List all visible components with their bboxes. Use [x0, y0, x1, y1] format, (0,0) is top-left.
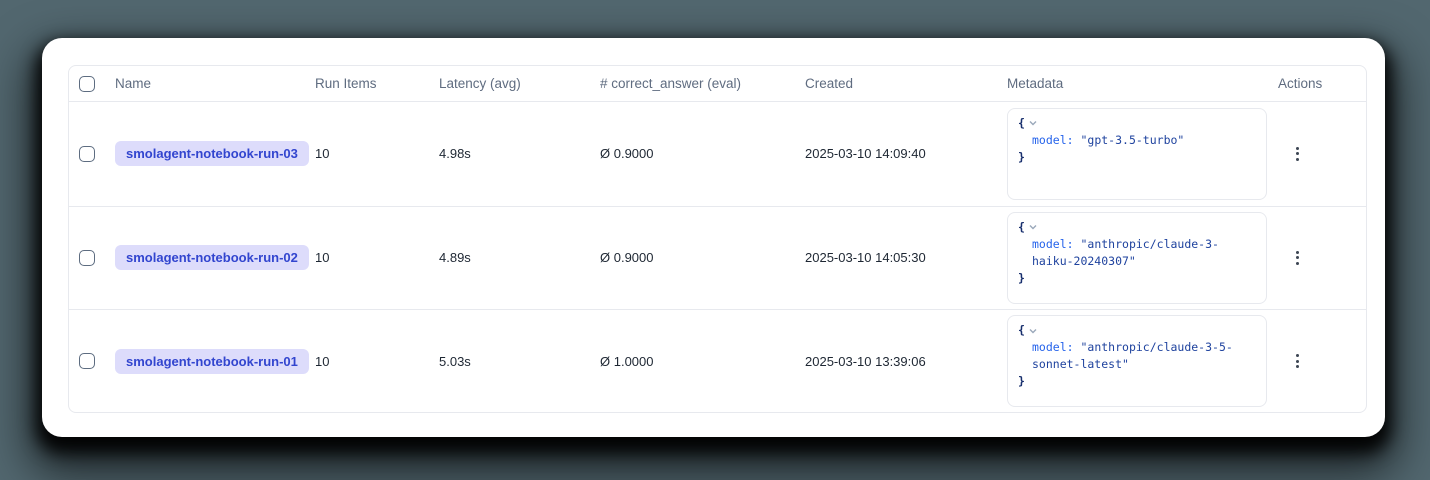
eval-score-value: Ø 0.9000: [600, 250, 654, 266]
column-header-eval: # correct_answer (eval): [600, 76, 742, 91]
chevron-down-icon[interactable]: [1028, 326, 1038, 336]
run-items-value: 10: [315, 146, 330, 162]
json-key: model:: [1032, 340, 1074, 355]
json-key: model:: [1032, 236, 1074, 251]
kebab-menu-icon: [1296, 250, 1299, 254]
row-checkbox[interactable]: [79, 249, 95, 266]
select-all-checkbox[interactable]: [79, 75, 95, 92]
row-checkbox[interactable]: [79, 353, 95, 370]
json-close-brace: }: [1018, 270, 1025, 285]
json-value: "anthropic/claude-3-haiku-20240307": [1032, 236, 1219, 268]
table-row: smolagent-notebook-run-01 10 5.03s Ø 1.0…: [69, 309, 1366, 413]
run-items-value: 10: [315, 250, 330, 266]
eval-score-value: Ø 0.9000: [600, 146, 654, 162]
column-header-created: Created: [805, 76, 854, 91]
run-name-badge[interactable]: smolagent-notebook-run-02: [115, 245, 309, 271]
column-header-name: Name: [115, 76, 152, 91]
run-items-value: 10: [315, 353, 330, 369]
table-header-row: Name Run Items Latency (avg) # correct_a…: [69, 66, 1366, 102]
column-header-run-items: Run Items: [315, 76, 377, 91]
kebab-menu-icon: [1296, 354, 1299, 358]
metadata-json-viewer: { model: "gpt-3.5-turbo" }: [1007, 107, 1267, 200]
json-open-brace: {: [1018, 219, 1025, 234]
eval-score-value: Ø 1.0000: [600, 353, 654, 369]
latency-value: 4.89s: [439, 250, 471, 266]
table-row: smolagent-notebook-run-02 10 4.89s Ø 0.9…: [69, 205, 1366, 310]
latency-value: 4.98s: [439, 146, 471, 162]
table-row: smolagent-notebook-run-03 10 4.98s Ø 0.9…: [69, 102, 1366, 206]
column-header-actions: Actions: [1278, 76, 1323, 91]
latency-value: 5.03s: [439, 353, 471, 369]
json-open-brace: {: [1018, 323, 1025, 338]
metadata-json-viewer: { model: "anthropic/claude-3-5-sonnet-la…: [1007, 315, 1267, 408]
row-actions-button[interactable]: [1292, 143, 1303, 165]
json-close-brace: }: [1018, 374, 1025, 389]
row-checkbox[interactable]: [79, 145, 95, 162]
dataset-runs-table: Name Run Items Latency (avg) # correct_a…: [68, 65, 1367, 413]
kebab-menu-icon: [1296, 146, 1299, 150]
created-value: 2025-03-10 14:09:40: [805, 146, 926, 162]
json-key: model:: [1032, 132, 1074, 147]
run-name-badge[interactable]: smolagent-notebook-run-01: [115, 348, 309, 374]
created-value: 2025-03-10 13:39:06: [805, 353, 926, 369]
chevron-down-icon[interactable]: [1028, 222, 1038, 232]
run-name-badge[interactable]: smolagent-notebook-run-03: [115, 141, 309, 167]
row-actions-button[interactable]: [1292, 247, 1303, 269]
json-close-brace: }: [1018, 149, 1025, 164]
json-value: "anthropic/claude-3-5-sonnet-latest": [1032, 340, 1233, 372]
json-value: "gpt-3.5-turbo": [1080, 132, 1185, 147]
runs-table-card: Name Run Items Latency (avg) # correct_a…: [42, 38, 1385, 437]
row-actions-button[interactable]: [1292, 350, 1303, 372]
metadata-json-viewer: { model: "anthropic/claude-3-haiku-20240…: [1007, 211, 1267, 304]
column-header-latency: Latency (avg): [439, 76, 521, 91]
chevron-down-icon[interactable]: [1028, 118, 1038, 128]
column-header-metadata: Metadata: [1007, 76, 1064, 91]
json-open-brace: {: [1018, 115, 1025, 130]
created-value: 2025-03-10 14:05:30: [805, 250, 926, 266]
